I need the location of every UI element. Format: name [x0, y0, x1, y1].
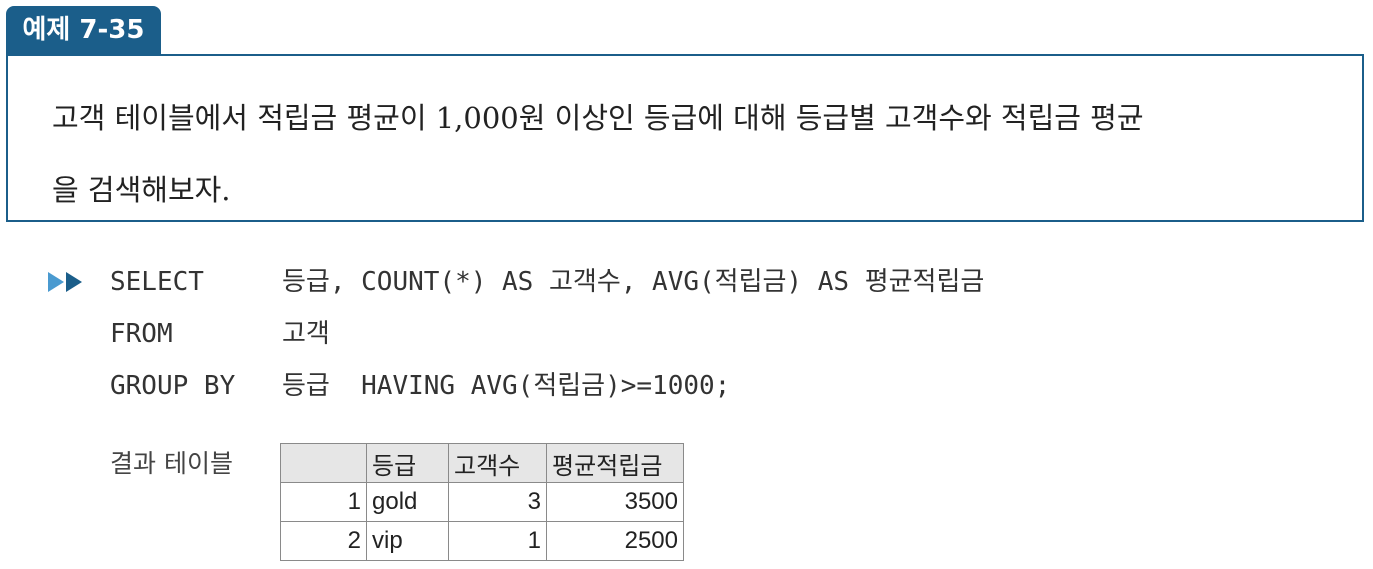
- arrow-light-icon: [48, 272, 64, 292]
- result-table: 등급 고객수 평균적립금 1 gold 3 3500 2 vip 1 2500: [280, 443, 684, 561]
- avg-cell: 3500: [546, 482, 684, 522]
- sql-line-select: SELECT 등급, COUNT(*) AS 고객수, AVG(적립금) AS 평…: [110, 266, 984, 298]
- sql-body: 등급, COUNT(*) AS 고객수, AVG(적립금) AS 평균적립금: [282, 267, 985, 297]
- result-table-label: 결과 테이블: [110, 449, 233, 478]
- grade-cell: vip: [366, 521, 449, 561]
- row-number-cell: 2: [280, 521, 367, 561]
- arrow-dark-icon: [66, 272, 82, 292]
- grade-cell: gold: [366, 482, 449, 522]
- sql-keyword: FROM: [110, 319, 173, 349]
- example-number-tab: 예제 7-35: [6, 6, 161, 54]
- sql-body: 등급 HAVING AVG(적립금)>=1000;: [282, 371, 731, 401]
- sql-keyword: SELECT: [110, 267, 204, 297]
- count-cell: 3: [448, 482, 547, 522]
- header-cell-count: 고객수: [448, 443, 547, 483]
- avg-cell: 2500: [546, 521, 684, 561]
- sql-line-from: FROM 고객: [110, 318, 330, 350]
- table-row: 2 vip 1 2500: [280, 521, 684, 561]
- double-arrow-icon: [48, 270, 82, 294]
- row-number-cell: 1: [280, 482, 367, 522]
- problem-line-1: 고객 테이블에서 적립금 평균이 1,000원 이상인 등급에 대해 등급별 고…: [52, 101, 1144, 135]
- table-header-row: 등급 고객수 평균적립금: [280, 443, 684, 483]
- sql-line-group-by: GROUP BY 등급 HAVING AVG(적립금)>=1000;: [110, 370, 730, 402]
- sql-keyword: GROUP BY: [110, 371, 236, 401]
- problem-statement-box: 고객 테이블에서 적립금 평균이 1,000원 이상인 등급에 대해 등급별 고…: [6, 54, 1364, 222]
- header-cell-avg: 평균적립금: [546, 443, 684, 483]
- sql-body: 고객: [282, 319, 330, 349]
- count-cell: 1: [448, 521, 547, 561]
- problem-statement: 고객 테이블에서 적립금 평균이 1,000원 이상인 등급에 대해 등급별 고…: [52, 82, 1342, 226]
- problem-line-2: 을 검색해보자.: [52, 173, 231, 207]
- header-cell-grade: 등급: [366, 443, 449, 483]
- header-cell-rownum: [280, 443, 367, 483]
- table-row: 1 gold 3 3500: [280, 482, 684, 522]
